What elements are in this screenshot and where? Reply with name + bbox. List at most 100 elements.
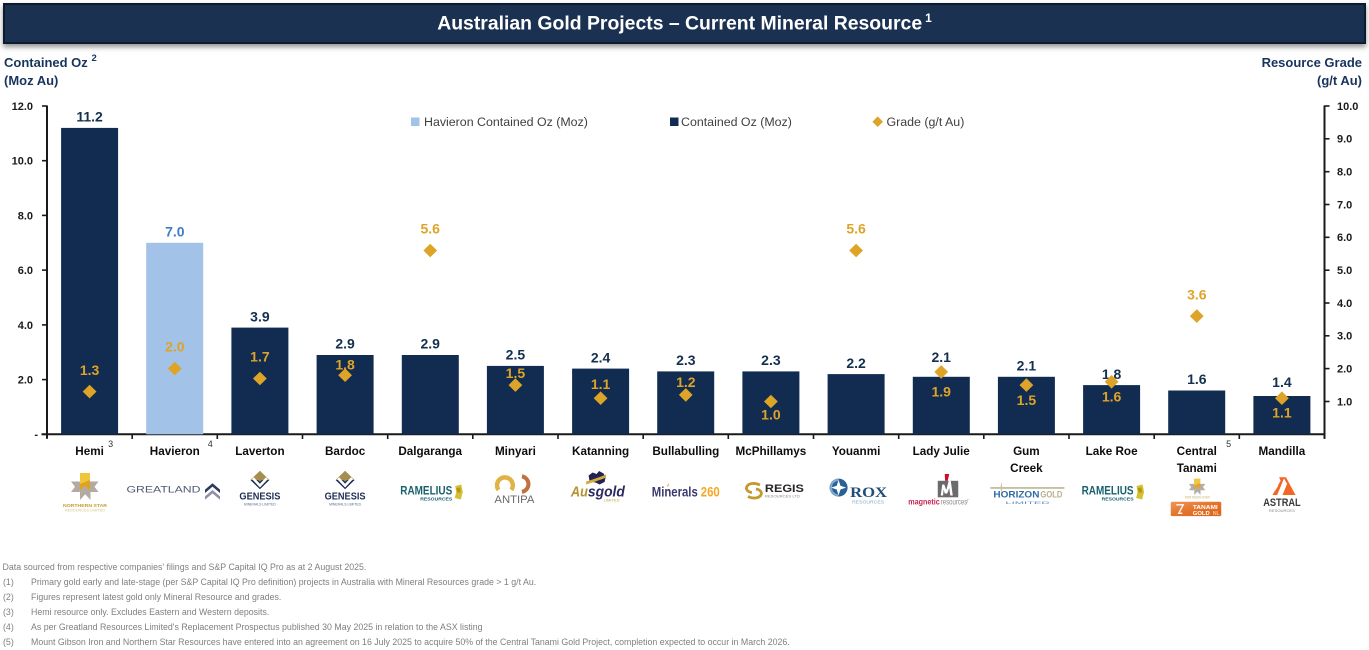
svg-text:LIMITED: LIMITED [604,499,620,503]
svg-text:Hemi resource only. Excludes E: Hemi resource only. Excludes Eastern and… [31,607,269,617]
svg-text:ANTIPA: ANTIPA [494,494,534,506]
svg-text:Lake Roe: Lake Roe [1086,445,1138,458]
svg-text:MINERALS LIMITED: MINERALS LIMITED [244,503,276,507]
svg-text:1.0: 1.0 [1337,396,1352,408]
svg-text:2: 2 [92,53,97,64]
svg-text:RESOURCES: RESOURCES [1102,497,1135,503]
svg-text:1.3: 1.3 [80,362,100,378]
svg-text:3.6: 3.6 [1187,287,1207,303]
svg-text:RAMELIUS: RAMELIUS [1082,484,1134,498]
svg-text:6.0: 6.0 [18,265,33,277]
svg-text:RESOURCES LTD: RESOURCES LTD [765,494,800,499]
svg-text:Mount Gibson Iron and Northern: Mount Gibson Iron and Northern Star Reso… [31,637,790,647]
svg-text:5.6: 5.6 [420,220,440,236]
svg-text:(3): (3) [3,607,14,617]
svg-text:8.0: 8.0 [1337,167,1352,179]
svg-text:4: 4 [208,439,213,449]
svg-text:Havieron: Havieron [150,445,200,458]
svg-text:2.9: 2.9 [420,336,440,352]
svg-text:1.5: 1.5 [506,365,526,381]
svg-text:Minerals: Minerals [652,485,698,500]
svg-text:RESOURCES: RESOURCES [1269,509,1295,513]
svg-text:2.0: 2.0 [18,375,33,387]
svg-text:1.2: 1.2 [676,374,696,390]
svg-text:REGIS: REGIS [765,483,804,495]
svg-text:4.0: 4.0 [18,320,33,332]
svg-text:Tanami: Tanami [1177,462,1217,475]
svg-text:TANAMI: TANAMI [1193,505,1219,511]
svg-text:resourcesʳ: resourcesʳ [941,497,969,507]
svg-text:1.4: 1.4 [1272,374,1292,390]
svg-text:NORTHERN STAR: NORTHERN STAR [63,503,108,509]
svg-text:RESOURCES: RESOURCES [420,497,453,503]
svg-text:NL: NL [1213,511,1221,517]
svg-text:GREATLAND: GREATLAND [127,485,201,495]
svg-text:Resource Grade: Resource Grade [1262,55,1362,70]
svg-text:6.0: 6.0 [1337,232,1352,244]
svg-text:Gum: Gum [1013,445,1040,458]
svg-text:GENESIS: GENESIS [239,492,280,503]
svg-text:(4): (4) [3,622,14,632]
svg-text:3.9: 3.9 [250,308,270,324]
svg-text:(2): (2) [3,592,14,602]
svg-text:Contained Oz: Contained Oz [4,55,88,70]
svg-text:Au: Au [570,484,588,501]
svg-text:RESOURCES: RESOURCES [852,500,884,505]
svg-text:12.0: 12.0 [12,101,33,113]
svg-text:(g/t Au): (g/t Au) [1317,73,1362,88]
svg-text:GENESIS: GENESIS [325,492,366,503]
svg-text:HORIZON: HORIZON [993,490,1039,501]
svg-text:1.7: 1.7 [250,349,270,365]
svg-text:MINERALS LIMITED: MINERALS LIMITED [329,503,361,507]
svg-text:LIMITED: LIMITED [1005,500,1049,505]
svg-text:2.1: 2.1 [931,349,951,365]
svg-text:GOLD: GOLD [1040,490,1062,501]
svg-text:10.0: 10.0 [1337,101,1358,113]
svg-text:Primary gold early and late-st: Primary gold early and late-stage (per S… [31,577,536,587]
svg-text:Laverton: Laverton [235,445,284,458]
svg-text:1.1: 1.1 [591,376,611,392]
svg-text:3: 3 [108,439,113,449]
svg-text:Creek: Creek [1010,462,1043,475]
svg-text:4.0: 4.0 [1337,298,1352,310]
svg-text:1.1: 1.1 [1272,405,1292,421]
svg-text:2.3: 2.3 [676,352,696,368]
svg-text:2.0: 2.0 [165,339,185,355]
svg-text:NORTHERN STAR: NORTHERN STAR [1185,495,1211,499]
svg-text:Youanmi: Youanmi [832,445,880,458]
svg-text:1.9: 1.9 [931,384,951,400]
svg-text:Bullabulling: Bullabulling [652,445,719,458]
svg-text:5.6: 5.6 [846,220,866,236]
svg-text:5.0: 5.0 [1337,265,1352,277]
svg-text:9.0: 9.0 [1337,134,1352,146]
svg-text:8.0: 8.0 [18,210,33,222]
svg-text:Mandilla: Mandilla [1259,445,1306,458]
svg-text:Lady Julie: Lady Julie [913,445,971,458]
svg-text:260: 260 [701,485,720,500]
svg-text:11.2: 11.2 [76,109,103,125]
svg-text:(5): (5) [3,637,14,647]
svg-text:Hemi: Hemi [75,445,104,458]
svg-text:sgold: sgold [588,484,626,501]
svg-text:1.8: 1.8 [335,357,355,373]
svg-text:2.4: 2.4 [591,349,611,365]
svg-text:7.0: 7.0 [165,224,185,240]
svg-text:ASTRAL: ASTRAL [1263,497,1301,509]
svg-text:5: 5 [1226,439,1231,449]
svg-text:7.0: 7.0 [1337,199,1352,211]
svg-text:2.2: 2.2 [846,355,866,371]
svg-text:2.1: 2.1 [1017,358,1037,374]
svg-text:As per Greatland Resources Lim: As per Greatland Resources Limited's Rep… [31,622,483,632]
svg-text:1.6: 1.6 [1102,389,1122,405]
svg-text:(1): (1) [3,577,14,587]
svg-text:-: - [34,429,38,441]
svg-text:2.0: 2.0 [1337,364,1352,376]
svg-text:Grade (g/t Au): Grade (g/t Au) [887,115,965,129]
svg-text:Havieron Contained Oz (Moz): Havieron Contained Oz (Moz) [424,115,588,129]
svg-text:Data sourced from respective c: Data sourced from respective companies' … [3,562,367,572]
svg-text:Figures represent latest gold: Figures represent latest gold only Miner… [31,592,281,602]
svg-text:magnetic: magnetic [908,497,940,507]
svg-text:3.0: 3.0 [1337,331,1352,343]
svg-text:(Moz Au): (Moz Au) [4,73,58,88]
svg-text:Katanning: Katanning [572,445,629,458]
